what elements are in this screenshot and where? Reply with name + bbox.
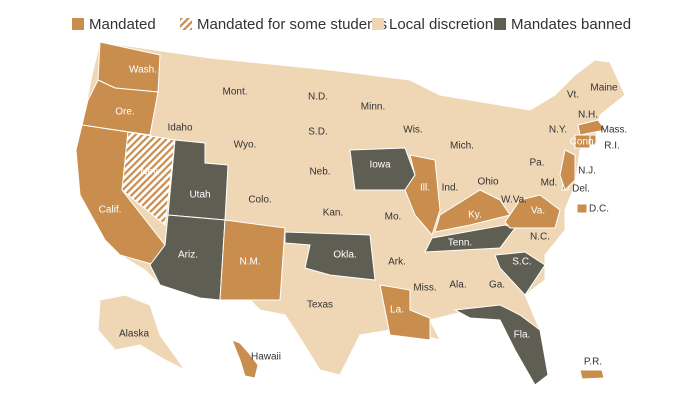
state-label: Kan.	[323, 208, 344, 219]
state-label: Pa.	[529, 158, 544, 169]
state-label: R.I.	[604, 141, 620, 152]
state-label: Ore.	[115, 107, 134, 118]
legend-label: Mandates banned	[511, 16, 631, 33]
legend-swatch	[180, 18, 192, 30]
state-label: Wis.	[403, 125, 422, 136]
state-label: Tenn.	[448, 238, 472, 249]
state-label: Mo.	[385, 212, 402, 223]
state	[577, 119, 606, 136]
legend-swatch	[72, 18, 84, 30]
legend-swatch	[494, 18, 506, 30]
legend-label: Mandated for some students	[197, 16, 387, 33]
state-label: Ky.	[468, 210, 482, 221]
state-label: Minn.	[361, 102, 385, 113]
state-label: Nev.	[140, 167, 160, 178]
state-label: N.J.	[578, 166, 596, 177]
state-label: Calif.	[99, 205, 122, 216]
state	[559, 149, 576, 191]
state-label: Mont.	[222, 87, 247, 98]
state-label: Ga.	[489, 280, 505, 291]
state-label: La.	[390, 305, 404, 316]
states	[75, 41, 626, 386]
state-label: Conn.	[570, 137, 597, 148]
state-label: N.Y.	[549, 125, 567, 136]
state-label: Ariz.	[178, 250, 198, 261]
state-label: Iowa	[369, 160, 391, 171]
state	[231, 339, 259, 379]
state-label: N.C.	[530, 232, 550, 243]
state	[589, 134, 597, 146]
state-label: S.D.	[308, 127, 327, 138]
state-label: Del.	[572, 184, 590, 195]
state-label: Vt.	[567, 90, 579, 101]
state-label: Texas	[307, 300, 333, 311]
state-label: Idaho	[167, 123, 192, 134]
state-label: Okla.	[333, 250, 356, 261]
state	[121, 131, 176, 226]
state-label: Va.	[531, 206, 545, 217]
state-label: Neb.	[309, 167, 330, 178]
legend-label: Local discretion	[389, 16, 493, 33]
state	[404, 154, 441, 237]
state-label: N.M.	[239, 257, 260, 268]
state-label: D.C.	[589, 204, 609, 215]
state	[97, 294, 186, 371]
state-label: Fla.	[514, 330, 531, 341]
state-label: N.H.	[578, 110, 598, 121]
state	[284, 231, 376, 281]
state	[494, 251, 546, 296]
state-label: W.Va.	[501, 195, 527, 206]
state	[574, 134, 591, 149]
state-label: S.C.	[512, 257, 531, 268]
state-label: Colo.	[248, 195, 271, 206]
state-label: Wyo.	[234, 140, 257, 151]
state-label: Maine	[590, 83, 618, 94]
legend-swatch	[372, 18, 384, 30]
state-label: Mich.	[450, 141, 474, 152]
state	[579, 369, 605, 380]
state-label: Md.	[541, 178, 558, 189]
state-label: Hawaii	[251, 352, 281, 363]
state-label: Ark.	[388, 257, 406, 268]
state-label: Ind.	[442, 183, 459, 194]
state	[219, 219, 286, 301]
state	[424, 224, 516, 253]
state-label: Wash.	[129, 65, 157, 76]
state-label: Utah	[189, 190, 210, 201]
legend-label: Mandated	[89, 16, 156, 33]
state-labels: Wash. Ore. Calif. Nev. Idaho Mont. Wyo. …	[99, 65, 628, 368]
state-label: N.D.	[308, 92, 328, 103]
state	[81, 79, 159, 136]
state	[379, 284, 431, 341]
legend: Mandated Mandated for some students Loca…	[72, 16, 631, 33]
state-label: Ala.	[449, 280, 466, 291]
state-label: Alaska	[119, 329, 149, 340]
state	[453, 304, 549, 386]
state	[504, 194, 561, 229]
state-label: Ohio	[477, 177, 499, 188]
state	[576, 203, 588, 214]
state-label: Ill.	[420, 183, 430, 194]
state-label: Mass.	[601, 125, 628, 136]
state-label: P.R.	[584, 357, 602, 368]
state-label: Miss.	[413, 283, 436, 294]
